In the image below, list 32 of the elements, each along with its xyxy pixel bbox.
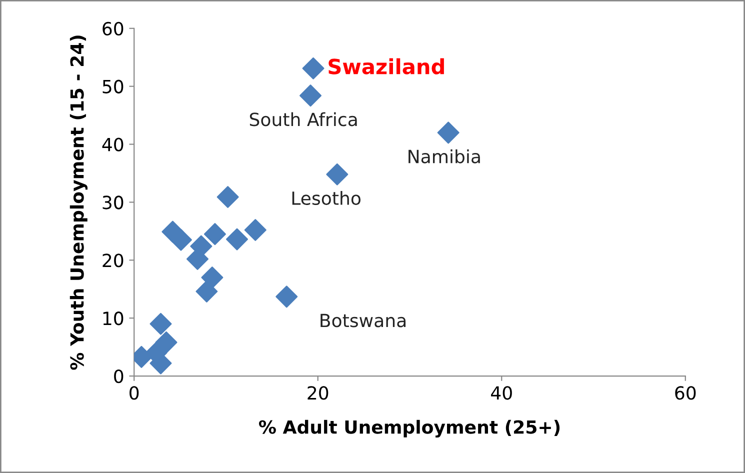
x-tick-label: 0 xyxy=(130,386,139,400)
x-axis-title: % Adult Unemployment (25+) xyxy=(258,420,560,438)
y-tick-label: 30 xyxy=(102,196,124,210)
x-tick-label: 20 xyxy=(308,386,328,400)
point xyxy=(226,228,248,250)
point xyxy=(216,186,239,208)
x-tick-label: 60 xyxy=(675,386,696,400)
point xyxy=(196,280,218,302)
x-tick-label: 40 xyxy=(491,386,512,400)
y-tick-label: 10 xyxy=(103,312,124,326)
point xyxy=(300,84,322,107)
annotation: Botswana xyxy=(320,314,406,328)
y-tick-label: 60 xyxy=(102,22,124,36)
y-tick-label: 0 xyxy=(114,369,124,384)
point xyxy=(150,312,172,335)
y-tick-label: 50 xyxy=(102,80,124,94)
point xyxy=(276,286,298,308)
y-tick-label: 20 xyxy=(102,254,124,268)
annotation: Namibia xyxy=(408,149,480,164)
point xyxy=(155,331,178,354)
point xyxy=(201,266,224,289)
annotation: South Africa xyxy=(250,112,357,126)
annotation: Lesotho xyxy=(292,191,360,206)
point xyxy=(302,57,324,80)
y-axis-title: % Youth Unemployment (15 - 24) xyxy=(70,36,88,370)
point xyxy=(204,223,226,246)
point xyxy=(244,219,266,242)
point xyxy=(170,228,192,251)
annotation: Swaziland xyxy=(328,58,444,74)
point xyxy=(326,163,348,186)
point xyxy=(437,122,460,144)
y-tick-label: 40 xyxy=(102,138,124,152)
